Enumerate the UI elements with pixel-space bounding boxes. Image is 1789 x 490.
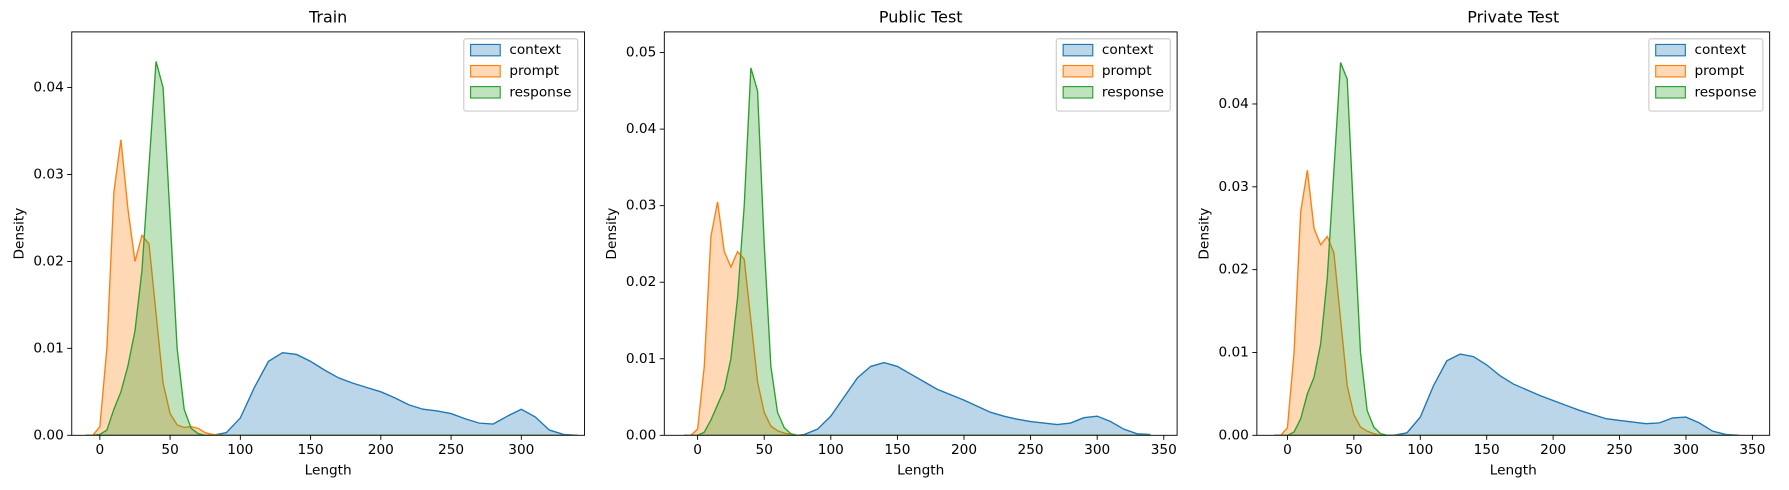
area-fill <box>1274 354 1740 436</box>
density-line <box>85 352 578 436</box>
x-tick-label: 300 <box>1673 442 1699 458</box>
x-tick-label: 100 <box>227 442 253 458</box>
x-axis-label: Length <box>1490 463 1537 479</box>
legend-swatch <box>1655 86 1686 99</box>
density-line <box>684 201 1151 436</box>
density-line <box>684 67 1151 436</box>
x-tick-label: 50 <box>1345 442 1362 458</box>
density-line <box>1274 170 1740 436</box>
chart-title: Public Test <box>879 8 963 27</box>
y-tick-label: 0.02 <box>33 253 63 269</box>
x-tick-label: 300 <box>1084 442 1110 458</box>
panel: 0 50 100 150 200 250 300 350 0.00 0.01 0.02 0.03 0.0… <box>604 8 1178 479</box>
legend-box <box>1055 38 1171 112</box>
y-tick-label: 0.01 <box>626 351 656 367</box>
y-axis-label: Density <box>11 208 27 260</box>
legend-label: prompt <box>509 63 559 79</box>
legend: context prompt response <box>1648 38 1764 112</box>
y-tick-label: 0.03 <box>626 198 656 214</box>
x-tick-label: 100 <box>1407 442 1433 458</box>
y-axis-label: Density <box>604 208 620 260</box>
legend-swatch <box>1062 86 1094 99</box>
area-fill <box>85 139 578 436</box>
y-tick-label: 0.03 <box>1218 179 1248 195</box>
legend-swatch <box>470 86 501 99</box>
area-fill <box>684 362 1151 436</box>
area-fill <box>1274 170 1740 436</box>
x-tick-label: 300 <box>508 442 534 458</box>
x-tick-label: 150 <box>884 442 910 458</box>
panel: 0 50 100 150 200 250 300 0.00 0.01 0.02 0.03 0.04 Tr… <box>11 8 586 479</box>
y-tick-label: 0.00 <box>33 427 63 443</box>
legend-label: response <box>1694 84 1756 100</box>
y-tick-label: 0.00 <box>1218 427 1248 443</box>
legend-swatch <box>1655 64 1686 78</box>
x-tick-label: 0 <box>1283 442 1292 458</box>
x-tick-label: 250 <box>438 442 464 458</box>
x-tick-label: 250 <box>1607 442 1633 458</box>
y-tick-label: 0.04 <box>1218 96 1248 112</box>
x-tick-label: 250 <box>1018 442 1044 458</box>
x-tick-label: 150 <box>1474 442 1500 458</box>
area-fill <box>1274 62 1740 436</box>
x-axis-label: Length <box>305 463 352 479</box>
axes-frame <box>71 31 586 436</box>
y-tick-label: 0.00 <box>626 427 656 443</box>
legend-swatch <box>470 64 501 78</box>
y-tick-label: 0.02 <box>626 274 656 290</box>
x-tick-label: 50 <box>161 442 178 458</box>
y-axis-label: Density <box>1196 208 1212 260</box>
x-tick-label: 50 <box>756 442 773 458</box>
area-fill <box>684 67 1151 436</box>
legend: context prompt response <box>1055 38 1171 112</box>
panel: 0 50 100 150 200 250 300 350 0.00 0.01 0.02 0.03 0.0… <box>1196 8 1771 479</box>
legend-box <box>1648 38 1764 112</box>
legend: context prompt response <box>463 38 579 112</box>
legend-label: response <box>1102 84 1164 100</box>
x-tick-label: 200 <box>368 442 394 458</box>
area-fill <box>684 201 1151 436</box>
axes-frame <box>1256 31 1771 436</box>
legend-label: context <box>1694 42 1746 58</box>
x-tick-label: 0 <box>96 442 105 458</box>
chart-title: Train <box>308 8 347 27</box>
y-tick-label: 0.01 <box>33 340 63 356</box>
x-tick-label: 200 <box>951 442 977 458</box>
x-tick-label: 150 <box>298 442 324 458</box>
legend-label: response <box>509 84 571 100</box>
legend-label: prompt <box>1102 63 1152 79</box>
legend-box <box>463 38 579 112</box>
y-tick-label: 0.04 <box>33 80 63 96</box>
y-tick-label: 0.01 <box>1218 344 1248 360</box>
density-line <box>85 139 578 436</box>
y-tick-label: 0.04 <box>626 121 656 137</box>
y-tick-label: 0.03 <box>33 166 63 182</box>
legend-swatch <box>1062 64 1094 78</box>
legend-label: prompt <box>1694 63 1744 79</box>
x-tick-label: 350 <box>1151 442 1177 458</box>
density-line <box>684 361 1151 436</box>
density-line <box>85 61 578 436</box>
y-tick-label: 0.02 <box>1218 262 1248 278</box>
axes-frame <box>663 31 1178 436</box>
x-tick-label: 0 <box>693 442 702 458</box>
legend-label: context <box>509 42 561 58</box>
legend-swatch <box>470 43 501 57</box>
x-tick-label: 100 <box>818 442 844 458</box>
legend-swatch <box>1062 43 1094 57</box>
area-fill <box>85 61 578 436</box>
density-line <box>1274 62 1740 436</box>
area-fill <box>85 352 578 436</box>
y-tick-label: 0.05 <box>626 45 656 61</box>
legend-label: context <box>1102 42 1154 58</box>
x-tick-label: 350 <box>1739 442 1765 458</box>
x-axis-label: Length <box>897 463 944 479</box>
legend-swatch <box>1655 43 1686 57</box>
chart-title: Private Test <box>1467 8 1559 27</box>
density-line <box>1274 353 1740 436</box>
x-tick-label: 200 <box>1540 442 1566 458</box>
